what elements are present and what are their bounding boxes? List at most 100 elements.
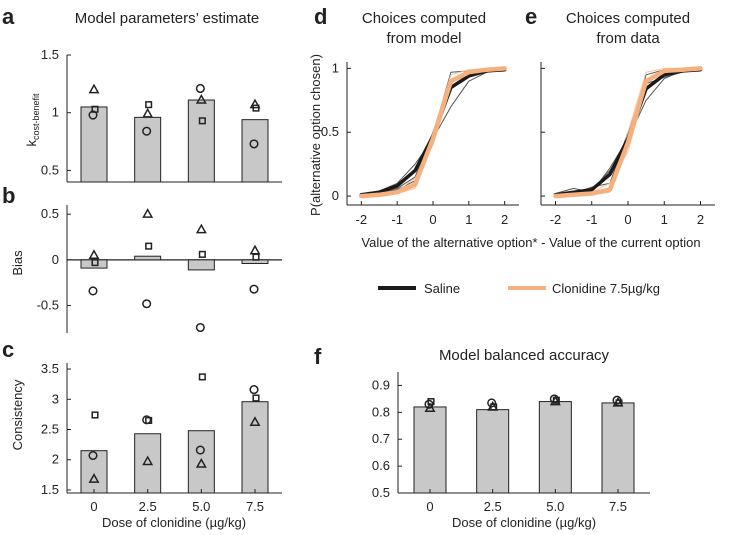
panel-b-point-circle [195,322,205,333]
panel-a-ylabel-main: k [24,140,39,147]
panel-c-ylabel: Consistency [10,379,25,450]
panel-c-ytick-label: 2.5 [41,422,59,437]
panel-e-title-line1: Choices computed [566,10,690,27]
panel-a-ylabel-sub: cost-benefit [31,93,41,140]
panel-a-ytick-label: 1.5 [41,47,59,62]
panel-b-ytick-label: 0.5 [41,206,59,221]
panel-a-point-circle [88,110,98,120]
legend: Saline Clonidine 7.5µg/kg [378,281,660,296]
panel-c-xlabel: Dose of clonidine (µg/kg) [102,515,246,530]
panel-f-bar [476,409,510,494]
panel-a-point-circle [142,126,152,136]
panel-f-title: Model balanced accuracy [439,347,610,364]
panel-d-xtick-label: 2 [501,212,508,227]
panel-c-point-square [91,411,99,419]
panel-e-series-line [555,67,701,197]
panel-b-ytick-label: -0.5 [37,298,59,313]
panel-a-point-triangle [88,83,100,94]
panel-d-model-choices-chart: Choices computed from model P(alternativ… [308,10,519,227]
panel-c-point-circle [142,415,152,425]
panel-a-point-square [252,104,260,112]
panel-c-ytick-label: 2 [52,452,59,467]
panel-b-bias-chart: Bias -0.5 0 0.5 [10,205,282,333]
panel-e-title-line2: from data [596,30,660,47]
panel-c-bar [241,401,269,494]
panel-f-xtick-label: 2.5 [484,499,502,514]
panel-d-xtick-label: -2 [356,212,368,227]
panel-c-point-square [252,394,260,402]
panel-b-point-triangle [142,208,154,218]
panel-e-plot: -2 -1 0 1 2 [540,62,715,227]
panel-d-title-line2: from model [386,30,461,47]
panel-a-ytick-label: 1 [52,105,59,120]
panel-b-bar [80,259,108,269]
panel-a-point-circle [195,83,205,94]
panel-d-xtick-label: 1 [465,212,472,227]
panel-a-point-square [198,117,206,125]
panel-letter-b: b [2,183,15,208]
panel-c-point-triangle [88,473,100,483]
panel-a-bar [187,99,215,183]
panel-d-plot: 0 0.5 1 -2 -1 0 1 2 [321,60,519,227]
panel-e-xtick-label: -2 [550,212,562,227]
panel-letter-d: d [314,4,327,29]
panel-a-bar [241,119,269,183]
panel-f-point-circle [487,398,497,408]
panel-f-point-circle [612,395,622,405]
panel-b-point-square [91,259,99,267]
panel-f-bar [413,406,447,494]
panel-f-plot: 0.5 0.6 0.7 0.8 0.9 0 2.5 5.0 7.5 [372,372,650,514]
panel-f-point-square [615,399,623,407]
panel-d-ylabel: P(alternative option chosen) [308,54,323,216]
panel-letter-c: c [2,337,14,362]
panel-e-xtick-label: 1 [661,212,668,227]
panel-a-point-square [145,101,153,109]
panel-a-point-triangle [142,107,154,118]
panel-c-bar [134,433,162,494]
panel-d-ytick-label: 0.5 [321,124,339,139]
panel-c-point-circle [88,450,98,461]
panel-b-point-triangle [195,223,207,234]
panel-c-point-triangle [249,416,261,427]
panel-f-ytick-label: 0.7 [372,431,390,446]
panel-b-point-circle [249,284,259,294]
panel-d-series-line [359,66,507,199]
panel-a-ylabel: kcost-benefit [24,93,41,147]
panel-f-ytick-label: 0.9 [372,377,390,392]
panel-f-ytick-label: 0.8 [372,404,390,419]
panel-d-ytick-label: 1 [332,60,339,75]
panel-c-point-circle [249,385,259,395]
panel-c-point-triangle [195,457,207,468]
panel-f-point-circle [549,394,559,404]
panel-f-bar [601,402,635,494]
panel-letter-a: a [2,4,15,29]
panel-c-ytick-label: 3.5 [41,361,59,376]
panel-f-point-circle [424,399,434,409]
panel-f-accuracy-chart: Model balanced accuracy 0.50.60.70.80.90… [372,347,650,530]
panel-a-point-triangle [195,93,207,104]
panel-c-ytick-label: 1.5 [41,482,59,497]
panel-c-bar [80,450,108,494]
panel-e-xtick-label: -1 [586,212,598,227]
panel-b-bar [187,259,215,271]
panel-b-point-square [145,242,153,250]
panel-f-xtick-label: 0 [426,499,433,514]
panel-c-consistency-chart: Consistency 1.5 2 2.5 3 3.5 0 2.5 5.0 7.5 Dose o… [10,361,282,530]
panel-f-xtick-label: 7.5 [609,499,627,514]
legend-label-clonidine: Clonidine 7.5µg/kg [552,281,660,296]
panel-b-point-square [198,250,206,258]
panel-c-point-circle [195,445,205,455]
panel-letter-f: f [314,344,322,369]
panel-f-ytick-label: 0.6 [372,458,390,473]
panel-d-xtick-label: -1 [391,212,403,227]
panel-c-bar [187,430,215,494]
panel-b-point-square [252,253,260,261]
panel-b-ylabel: Bias [10,250,25,276]
panel-b-point-triangle [88,249,100,260]
psychometric-xlabel: Value of the alternative option* - Value… [361,235,700,250]
panel-b-point-circle [142,299,152,309]
panel-e-data-choices-chart: Choices computed from data -2 -1 0 1 2 [540,10,715,227]
panel-d-title-line1: Choices computed [362,10,486,27]
panel-c-point-square [198,373,206,381]
